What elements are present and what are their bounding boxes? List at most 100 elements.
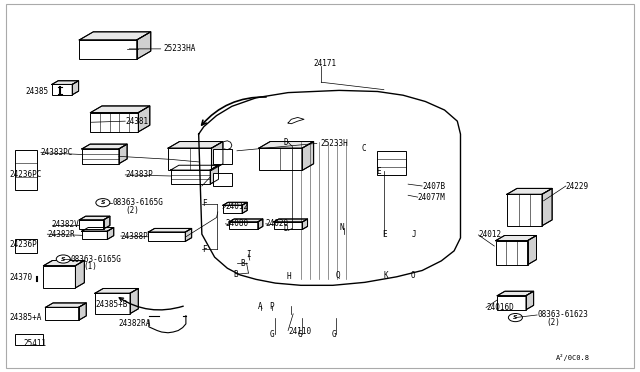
Bar bbox=[495, 241, 527, 265]
Bar bbox=[274, 222, 303, 230]
Text: 2407B: 2407B bbox=[422, 182, 445, 190]
Text: I: I bbox=[246, 250, 250, 259]
Text: F: F bbox=[202, 199, 207, 208]
Text: E: E bbox=[382, 230, 387, 240]
Polygon shape bbox=[526, 291, 534, 310]
Polygon shape bbox=[210, 165, 218, 184]
Bar bbox=[497, 296, 526, 310]
Text: 08363-6165G: 08363-6165G bbox=[71, 254, 122, 263]
Text: B: B bbox=[234, 270, 239, 279]
Polygon shape bbox=[259, 141, 314, 148]
Polygon shape bbox=[148, 228, 191, 232]
Text: 24012: 24012 bbox=[478, 230, 502, 240]
Bar bbox=[44, 266, 76, 288]
Polygon shape bbox=[137, 32, 151, 59]
Polygon shape bbox=[82, 144, 127, 149]
Polygon shape bbox=[542, 188, 552, 226]
Polygon shape bbox=[72, 81, 79, 95]
Text: 24077M: 24077M bbox=[418, 193, 445, 202]
Bar bbox=[229, 222, 258, 230]
Text: S: S bbox=[513, 315, 518, 320]
Polygon shape bbox=[527, 235, 536, 265]
Bar bbox=[212, 149, 232, 164]
Polygon shape bbox=[229, 219, 263, 222]
Text: E: E bbox=[376, 167, 381, 176]
Bar bbox=[79, 40, 137, 59]
Text: 08363-6165G: 08363-6165G bbox=[113, 198, 163, 207]
Text: 25411: 25411 bbox=[23, 339, 46, 348]
Bar bbox=[148, 232, 185, 241]
Text: 24388P: 24388P bbox=[121, 231, 148, 241]
Text: A: A bbox=[257, 302, 262, 311]
Text: Q: Q bbox=[336, 271, 340, 280]
Text: 24385: 24385 bbox=[25, 87, 48, 96]
Text: 24370: 24370 bbox=[10, 273, 33, 282]
Polygon shape bbox=[79, 303, 86, 320]
Text: D: D bbox=[284, 138, 288, 147]
Bar bbox=[259, 148, 302, 170]
Text: 24229: 24229 bbox=[566, 182, 589, 190]
Bar bbox=[15, 150, 37, 190]
Polygon shape bbox=[79, 32, 151, 40]
Text: C: C bbox=[362, 144, 366, 153]
Bar bbox=[52, 84, 72, 95]
Circle shape bbox=[56, 255, 70, 263]
Polygon shape bbox=[130, 288, 138, 314]
Polygon shape bbox=[223, 202, 247, 205]
Text: 24385+B: 24385+B bbox=[95, 300, 127, 309]
Polygon shape bbox=[119, 144, 127, 164]
Text: G: G bbox=[298, 330, 302, 339]
Text: D: D bbox=[284, 224, 288, 233]
Text: 24382V: 24382V bbox=[52, 221, 79, 230]
Bar bbox=[15, 334, 44, 344]
Text: N: N bbox=[339, 223, 344, 232]
Polygon shape bbox=[497, 291, 534, 296]
Bar bbox=[507, 194, 542, 226]
Text: S: S bbox=[61, 257, 65, 262]
Text: B: B bbox=[240, 259, 244, 267]
Polygon shape bbox=[44, 260, 84, 266]
Polygon shape bbox=[90, 106, 150, 113]
Text: K: K bbox=[384, 271, 388, 280]
Text: (2): (2) bbox=[547, 318, 561, 327]
Text: 24383P: 24383P bbox=[125, 170, 153, 179]
Bar bbox=[212, 173, 232, 186]
Text: 24382RA: 24382RA bbox=[119, 320, 151, 328]
Bar bbox=[223, 205, 242, 214]
Text: 25233HA: 25233HA bbox=[164, 44, 196, 53]
Text: 24236PC: 24236PC bbox=[10, 170, 42, 179]
Bar bbox=[168, 148, 211, 170]
Text: 24381: 24381 bbox=[125, 117, 148, 126]
Text: G: G bbox=[269, 330, 274, 339]
Circle shape bbox=[96, 199, 110, 207]
Polygon shape bbox=[242, 202, 247, 214]
Text: 24383PC: 24383PC bbox=[41, 148, 74, 157]
Polygon shape bbox=[138, 106, 150, 132]
Bar bbox=[82, 149, 119, 164]
Text: A²/0C0.8: A²/0C0.8 bbox=[556, 354, 590, 361]
Text: (2): (2) bbox=[125, 206, 139, 215]
Polygon shape bbox=[274, 219, 308, 222]
Text: S: S bbox=[100, 200, 105, 205]
Polygon shape bbox=[52, 81, 79, 84]
Circle shape bbox=[508, 314, 522, 322]
Polygon shape bbox=[185, 228, 191, 241]
Polygon shape bbox=[95, 288, 138, 293]
Bar bbox=[378, 151, 406, 175]
Text: H: H bbox=[287, 272, 291, 281]
Text: 24020: 24020 bbox=[266, 219, 289, 228]
Bar bbox=[45, 307, 79, 320]
Polygon shape bbox=[302, 141, 314, 170]
Bar bbox=[95, 293, 130, 314]
Polygon shape bbox=[108, 228, 114, 239]
Text: (1): (1) bbox=[84, 262, 97, 271]
Text: P: P bbox=[269, 302, 274, 311]
Text: O: O bbox=[411, 271, 415, 280]
Bar bbox=[171, 170, 210, 184]
Polygon shape bbox=[82, 228, 114, 231]
Polygon shape bbox=[507, 188, 552, 194]
Polygon shape bbox=[104, 216, 110, 229]
Bar bbox=[90, 113, 138, 132]
Text: 24012: 24012 bbox=[225, 202, 248, 211]
Text: 08363-61623: 08363-61623 bbox=[537, 311, 588, 320]
